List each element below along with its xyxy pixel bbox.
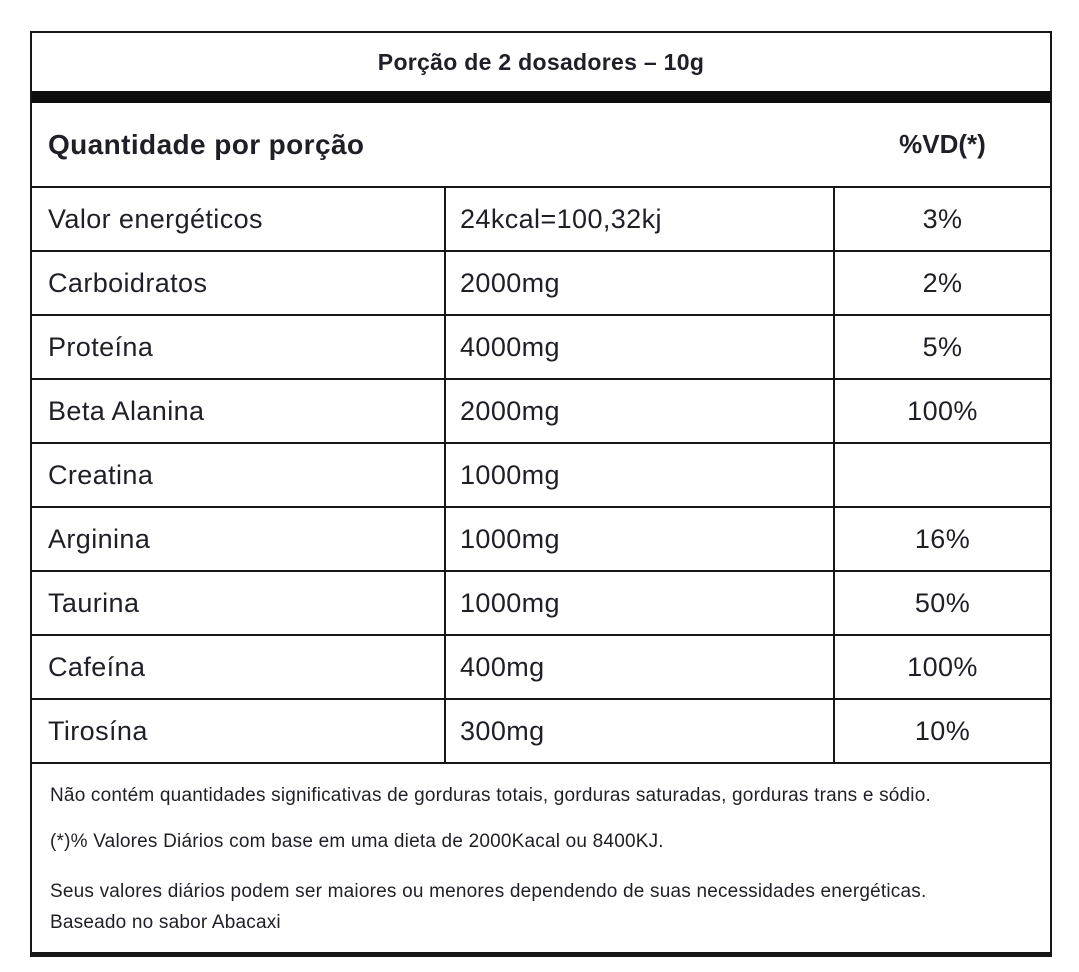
column-header-row: Quantidade por porção %VD(*) [32,103,1050,188]
daily-value-cell: 100% [907,395,978,426]
nutrient-amount-cell: 2000mg [446,380,835,442]
footnote-no-significant-fats: Não contém quantidades significativas de… [50,785,931,806]
daily-value-cell: 100% [907,651,978,682]
nutrient-name-cell: Cafeína [32,636,446,698]
nutrient-name-cell: Carboidratos [32,252,446,314]
table-row: Valor energéticos 24kcal=100,32kj 3% [32,188,1050,252]
divider-bar [32,91,1050,103]
nutrient-amount-cell: 300mg [446,700,835,762]
daily-value-cell: 10% [914,715,971,746]
nutrient-amount-cell: 400mg [446,636,835,698]
nutrition-facts-table: Porção de 2 dosadores – 10g Quantidade p… [30,31,1052,957]
nutrient-name-cell: Creatina [32,444,446,506]
daily-value-cell: 16% [914,523,971,554]
table-row: Tirosína 300mg 10% [32,700,1050,764]
footnote-daily-values-variation: Seus valores diários podem ser maiores o… [50,881,927,902]
nutrient-amount-cell: 1000mg [446,508,835,570]
nutrient-name-cell: Taurina [32,572,446,634]
daily-value-cell: 3% [922,203,963,234]
table-row: Proteína 4000mg 5% [32,316,1050,380]
nutrient-amount-cell: 2000mg [446,252,835,314]
nutrient-name-cell: Proteína [32,316,446,378]
table-row: Creatina 1000mg [32,444,1050,508]
table-row: Arginina 1000mg 16% [32,508,1050,572]
nutrient-name-cell: Beta Alanina [32,380,446,442]
daily-value-cell: 2% [922,267,963,298]
nutrient-amount-cell: 1000mg [446,572,835,634]
table-row: Beta Alanina 2000mg 100% [32,380,1050,444]
nutrient-name-cell: Tirosína [32,700,446,762]
table-row: Carboidratos 2000mg 2% [32,252,1050,316]
footnotes: Não contém quantidades significativas de… [32,764,1050,952]
table-row: Cafeína 400mg 100% [32,636,1050,700]
quantity-per-serving-header: Quantidade por porção [48,128,365,160]
daily-value-cell [835,444,1050,506]
nutrient-name-cell: Valor energéticos [32,188,446,250]
daily-value-cell: 5% [922,331,963,362]
daily-value-header: %VD(*) [899,129,986,159]
portion-title: Porção de 2 dosadores – 10g [377,48,705,75]
nutrient-amount-cell: 4000mg [446,316,835,378]
daily-value-cell: 50% [914,587,971,618]
nutrient-amount-cell: 24kcal=100,32kj [446,188,835,250]
footnote-daily-values-basis: (*)% Valores Diários com base em uma die… [50,831,664,852]
table-row: Taurina 1000mg 50% [32,572,1050,636]
nutrient-amount-cell: 1000mg [446,444,835,506]
nutrient-name-cell: Arginina [32,508,446,570]
footnote-flavor-basis: Baseado no sabor Abacaxi [50,912,281,933]
